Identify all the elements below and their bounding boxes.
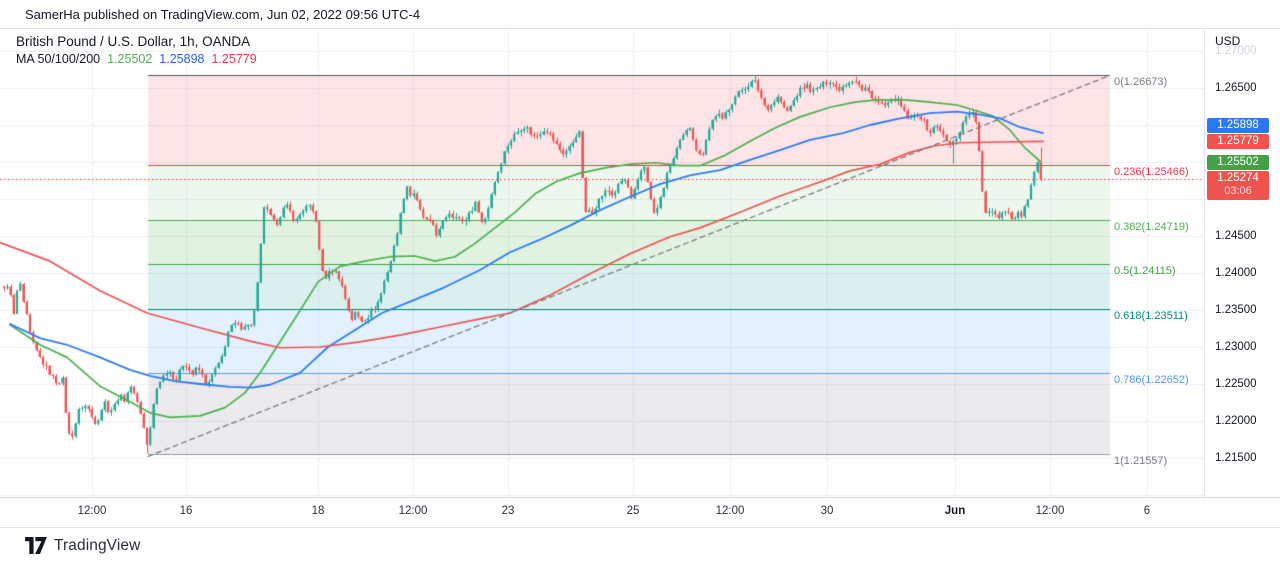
price-axis[interactable]: USD 1.27000 1.26500 1.24500 1.24000 1.23500 1… — [1204, 30, 1280, 497]
fib-level-label: 0.382(1.24719) — [1114, 220, 1189, 233]
time-axis-label: 16 — [179, 505, 193, 517]
time-axis-label: Jun — [944, 505, 966, 517]
time-axis-label: 18 — [311, 505, 325, 517]
ma-legend-value: 1.25779 — [211, 52, 257, 66]
price-axis-label: 1.23000 — [1215, 341, 1257, 353]
fib-level-label: 0.236(1.25466) — [1114, 165, 1189, 178]
last-price-badge: 1.25274 03:06 — [1207, 171, 1269, 200]
fib-level-label: 0.5(1.24115) — [1114, 265, 1176, 278]
time-axis-label: 12:00 — [398, 505, 428, 517]
price-badge: 1.25898 — [1207, 118, 1269, 133]
price-axis-label: 1.24000 — [1215, 267, 1257, 279]
time-axis-label: 30 — [820, 505, 834, 517]
price-axis-label: 1.21500 — [1215, 452, 1257, 464]
attribution-bar: SamerHa published on TradingView.com, Ju… — [0, 0, 1280, 29]
price-axis-label: 1.22000 — [1215, 415, 1257, 427]
attribution-text: SamerHa published on TradingView.com, Ju… — [25, 7, 421, 22]
candlestick-chart-canvas[interactable] — [0, 30, 1204, 497]
ma-legend[interactable]: MA 50/100/200 1.25502 1.25898 1.25779 — [16, 51, 257, 68]
footer-bar: TradingView — [0, 527, 1280, 563]
tradingview-brand[interactable]: TradingView — [54, 536, 141, 554]
ma-legend-values: 1.25502 1.25898 1.25779 — [100, 52, 257, 66]
price-badge: 1.25779 — [1207, 134, 1269, 149]
time-axis-label: 12:00 — [1035, 505, 1065, 517]
price-axis-label: 1.22500 — [1215, 378, 1257, 390]
time-axis-label: 23 — [501, 505, 515, 517]
time-axis-label: 12:00 — [715, 505, 745, 517]
axis-currency-label: USD — [1215, 34, 1241, 48]
time-axis-label: 25 — [626, 505, 640, 517]
price-axis-label: 1.27000 — [1215, 45, 1257, 57]
countdown-timer: 03:06 — [1224, 185, 1252, 197]
price-axis-label: 1.23500 — [1215, 304, 1257, 316]
time-axis-label: 12:00 — [77, 505, 107, 517]
fib-level-label: 0(1.26673) — [1114, 76, 1168, 89]
price-axis-label: 1.26500 — [1215, 82, 1257, 94]
ma-legend-value: 1.25502 — [107, 52, 153, 66]
tradingview-logo-icon[interactable] — [25, 537, 47, 554]
fib-level-label: 1(1.21557) — [1114, 454, 1168, 467]
ma-legend-label: MA 50/100/200 — [16, 52, 101, 66]
symbol-title[interactable]: British Pound / U.S. Dollar, 1h, OANDA — [16, 34, 251, 49]
ma-legend-value: 1.25898 — [159, 52, 205, 66]
time-axis-label: 6 — [1143, 505, 1151, 517]
time-axis[interactable]: 12:00 16 18 12:00 23 25 12:00 30 Jun 12:00 6 — [0, 497, 1280, 527]
chart-legend: British Pound / U.S. Dollar, 1h, OANDA M… — [16, 33, 257, 68]
price-badge: 1.25502 — [1207, 155, 1269, 170]
fib-level-label: 0.618(1.23511) — [1114, 310, 1188, 323]
fib-level-label: 0.786(1.22652) — [1114, 373, 1189, 386]
price-axis-label: 1.24500 — [1215, 230, 1257, 242]
chart-pane[interactable]: British Pound / U.S. Dollar, 1h, OANDA M… — [0, 30, 1204, 497]
